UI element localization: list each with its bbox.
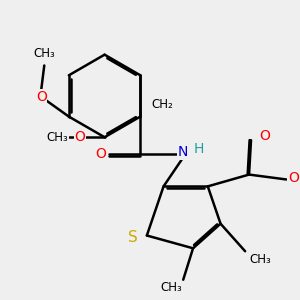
Text: CH₃: CH₃ [33,47,55,60]
Text: S: S [128,230,138,245]
Text: O: O [288,170,299,184]
Text: O: O [75,130,86,144]
Text: CH₃: CH₃ [46,131,68,144]
Text: O: O [36,90,47,104]
Text: N: N [177,145,188,159]
Text: O: O [96,147,106,161]
Text: H: H [193,142,203,156]
Text: CH₂: CH₂ [151,98,173,111]
Text: CH₃: CH₃ [160,281,182,294]
Text: O: O [259,129,270,143]
Text: CH₃: CH₃ [249,253,271,266]
